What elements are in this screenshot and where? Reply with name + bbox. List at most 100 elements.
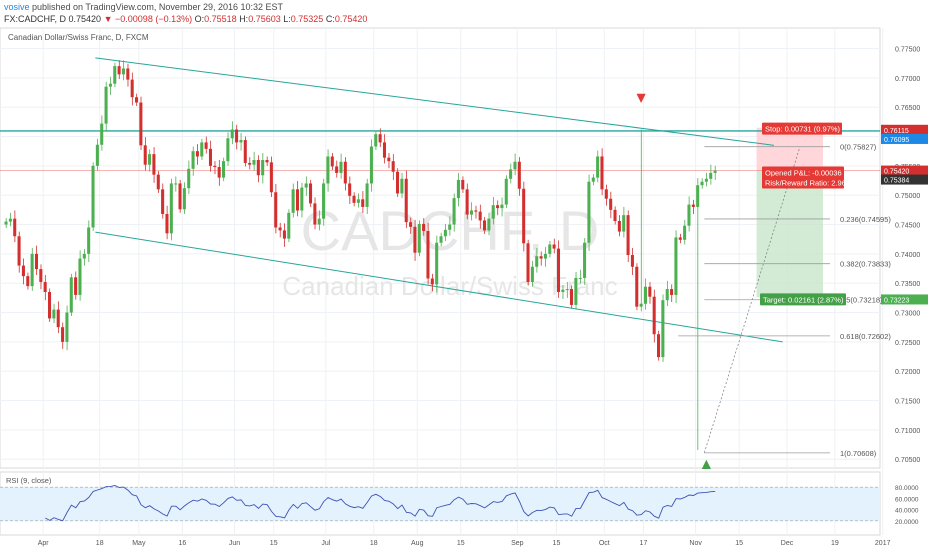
- candle-body: [78, 258, 82, 295]
- candle-body: [343, 161, 347, 184]
- candle-body: [530, 266, 534, 283]
- candle-body: [600, 156, 604, 190]
- time-axis-label: 17: [640, 540, 648, 547]
- price-axis-label: 0.73500: [895, 281, 920, 288]
- candle-body: [443, 229, 447, 237]
- time-axis-label: 19: [831, 540, 839, 547]
- candle-body: [204, 142, 208, 149]
- candle-body: [382, 142, 386, 158]
- candle-body: [326, 156, 330, 184]
- candle-body: [687, 204, 691, 226]
- candle-body: [148, 154, 152, 165]
- candle-body: [448, 224, 452, 230]
- high-label: H:: [239, 14, 249, 24]
- candle-body: [461, 179, 465, 190]
- symbol-label[interactable]: FX:CADCHF, D: [4, 14, 67, 24]
- candle-body: [661, 300, 665, 358]
- candle-body: [61, 327, 65, 342]
- candle-body: [291, 189, 295, 213]
- candle-body: [26, 276, 30, 287]
- candle-body: [230, 129, 234, 139]
- candle-body: [526, 243, 530, 283]
- price-tag-label: 0.75384: [884, 178, 909, 185]
- candle-body: [387, 157, 391, 162]
- candle-body: [509, 169, 513, 179]
- sell-arrow-icon: ▼: [636, 90, 646, 104]
- candle-body: [104, 86, 108, 124]
- chart-title: Canadian Dollar/Swiss Franc, D, FXCM: [8, 33, 149, 42]
- time-axis-label: 15: [457, 540, 465, 547]
- candle-body: [435, 242, 439, 285]
- candle-body: [491, 205, 495, 219]
- time-axis-label: May: [132, 540, 146, 547]
- candle-body: [56, 309, 60, 328]
- candle-body: [261, 160, 265, 176]
- price-tag-bg: [881, 133, 928, 144]
- candle-body: [452, 198, 456, 225]
- candle-body: [374, 134, 378, 147]
- time-axis-label: 16: [178, 540, 186, 547]
- time-axis-label: 15: [270, 540, 278, 547]
- candle-body: [304, 183, 308, 188]
- time-axis-label: 15: [735, 540, 743, 547]
- candle-body: [100, 123, 104, 145]
- candle-body: [8, 218, 12, 222]
- fib-level-label: 1(0.70608): [840, 449, 877, 458]
- price-axis[interactable]: 0.775000.770000.765000.760000.755000.750…: [895, 47, 920, 465]
- publish-line: vosive published on TradingView.com, Nov…: [4, 2, 283, 13]
- candle-body: [391, 161, 395, 172]
- rr-label: Risk/Reward Ratio: 2.96: [765, 179, 846, 188]
- candle-body: [630, 255, 634, 267]
- candle-body: [456, 179, 460, 199]
- candle-body: [365, 183, 369, 207]
- candle-body: [4, 221, 8, 225]
- candle-body: [369, 146, 373, 184]
- candle-body: [430, 278, 434, 285]
- price-tag-bg: [881, 294, 928, 305]
- candle-body: [413, 226, 417, 253]
- candle-body: [108, 83, 112, 87]
- rsi-axis-label: 40.0000: [895, 508, 919, 515]
- candle-body: [278, 227, 282, 231]
- candle-body: [43, 282, 47, 292]
- price-axis-label: 0.71500: [895, 399, 920, 406]
- candle-body: [570, 289, 574, 305]
- candle-body: [87, 227, 91, 254]
- fib-level-label: 0.5(0.73218): [840, 296, 883, 305]
- candle-body: [248, 162, 252, 165]
- candle-body: [378, 134, 382, 143]
- candle-body: [48, 292, 52, 319]
- candle-body: [213, 165, 217, 168]
- candle-body: [483, 220, 487, 231]
- candle-body: [496, 205, 500, 209]
- candle-body: [561, 289, 565, 292]
- candle-body: [169, 183, 173, 234]
- candle-body: [13, 218, 17, 237]
- candle-body: [30, 253, 34, 287]
- time-axis-label: 15: [553, 540, 561, 547]
- candle-body: [683, 225, 687, 240]
- price-axis-label: 0.77500: [895, 47, 920, 54]
- fibonacci-retracement[interactable]: 0(0.75827) 0.236(0.74595) 0.382(0.73833) 0.…: [636, 90, 891, 470]
- ohlc-line: FX:CADCHF, D 0.75420 ▼ −0.00098 (−0.13%)…: [4, 14, 367, 25]
- author-link[interactable]: vosive: [4, 2, 30, 12]
- target-label-bg: [760, 293, 846, 306]
- rsi-axis-label: 80.0000: [895, 485, 919, 492]
- candle-body: [674, 237, 678, 295]
- candle-body: [591, 177, 595, 182]
- price-tags: 0.76115 0.76095 0.75420 0.75384 0.73223: [881, 124, 928, 305]
- rsi-axis-label: 20.0000: [895, 519, 919, 526]
- candle-body: [39, 269, 43, 283]
- candle-body: [208, 148, 212, 166]
- candle-body: [200, 142, 204, 157]
- candle-body: [130, 79, 134, 98]
- candle-body: [522, 188, 526, 244]
- time-axis-label: 18: [96, 540, 104, 547]
- price-tag-label: 0.73223: [884, 297, 909, 304]
- candle-body: [587, 181, 591, 243]
- price-tag-bg: [881, 124, 928, 135]
- time-axis[interactable]: Apr 18 May 16 Jun 15 Jul 18 Aug 15 Sep 15 Oct 17 Nov 15…: [38, 540, 891, 547]
- candle-body: [504, 178, 508, 205]
- candle-body: [152, 154, 156, 175]
